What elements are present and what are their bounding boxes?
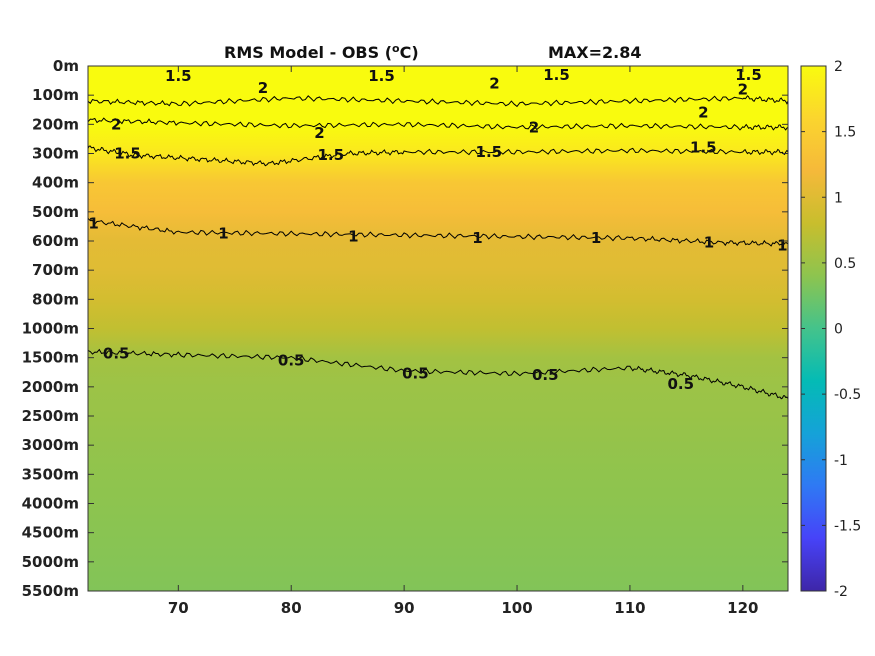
y-axis-ticks: 0m 100m 200m 300m 400m 500m 600m 700m 800m 1000m 1… bbox=[22, 57, 788, 600]
y-tick-label: 2500m bbox=[22, 407, 79, 425]
y-tick-label: 200m bbox=[32, 115, 79, 133]
colorbar-tick-label: 1.5 bbox=[834, 125, 856, 141]
contour-label: 1 bbox=[777, 236, 787, 254]
x-tick-label: 90 bbox=[394, 599, 415, 617]
title-unit: C) bbox=[400, 43, 419, 62]
contour-line-0-5 bbox=[87, 348, 789, 400]
contour-labels: 1.5 1.5 1.5 1.52 2 22 2 221.5 1.5 1.5 1.511 1 1 1 1 10.… bbox=[88, 66, 787, 393]
y-tick-label: 1500m bbox=[22, 349, 79, 367]
colorbar-tick-label: -1.5 bbox=[834, 518, 861, 534]
y-tick-label: 600m bbox=[32, 232, 79, 250]
y-tick-label: 4500m bbox=[22, 524, 79, 542]
y-tick-label: 3500m bbox=[22, 465, 79, 483]
contour-label: 0.5 bbox=[278, 352, 305, 370]
contour-label: 2 bbox=[489, 75, 499, 93]
y-tick-label: 400m bbox=[32, 174, 79, 192]
contour-label: 1 bbox=[88, 215, 98, 233]
contour-label: 1 bbox=[704, 233, 714, 251]
contour-label: 1 bbox=[218, 225, 228, 243]
colorbar bbox=[800, 65, 827, 592]
y-tick-label: 4000m bbox=[22, 495, 79, 513]
x-tick-label: 120 bbox=[727, 599, 758, 617]
colorbar-ticks: 2 1.5 1 0.5 0 -0.5 -1 -1.5 -2 bbox=[801, 59, 861, 600]
colorbar-tick-label: 0.5 bbox=[834, 256, 856, 272]
y-tick-label: 800m bbox=[32, 290, 79, 308]
contour-label: 0.5 bbox=[667, 375, 694, 393]
contour-label: 2 bbox=[314, 124, 324, 142]
y-tick-label: 5500m bbox=[22, 582, 79, 600]
x-axis-ticks: 70 80 90 100 110 120 bbox=[168, 66, 758, 617]
colorbar-tick-label: -1 bbox=[834, 453, 848, 469]
contour-line-1 bbox=[87, 217, 789, 247]
x-tick-label: 110 bbox=[614, 599, 645, 617]
contour-label: 0.5 bbox=[402, 365, 429, 383]
contour-label: 2 bbox=[111, 115, 121, 133]
contour-label: 1.5 bbox=[690, 139, 717, 157]
x-tick-label: 100 bbox=[501, 599, 532, 617]
y-tick-label: 2000m bbox=[22, 378, 79, 396]
colorbar-tick-label: -0.5 bbox=[834, 387, 861, 403]
x-tick-label: 70 bbox=[168, 599, 189, 617]
max-label: MAX=2.84 bbox=[548, 43, 642, 62]
y-tick-label: 100m bbox=[32, 86, 79, 104]
contour-line-2 bbox=[87, 117, 789, 131]
colorbar-tick-label: 1 bbox=[834, 190, 843, 206]
y-tick-label: 500m bbox=[32, 203, 79, 221]
contour-lines bbox=[87, 95, 789, 400]
heatmap-field bbox=[88, 66, 788, 591]
contour-label: 1.5 bbox=[735, 66, 762, 84]
degree-superscript: o bbox=[392, 42, 400, 55]
colorbar-tick-label: 0 bbox=[834, 322, 843, 338]
y-tick-label: 1000m bbox=[22, 320, 79, 338]
contour-label: 1.5 bbox=[114, 145, 141, 163]
y-tick-label: 5000m bbox=[22, 553, 79, 571]
contour-label: 2 bbox=[698, 104, 708, 122]
y-tick-label: 300m bbox=[32, 145, 79, 163]
contour-label: 2 bbox=[738, 80, 748, 98]
y-tick-label: 0m bbox=[53, 57, 79, 75]
contour-label: 0.5 bbox=[103, 344, 130, 362]
y-tick-label: 3000m bbox=[22, 436, 79, 454]
contour-label: 2 bbox=[258, 79, 268, 97]
contour-label: 1.5 bbox=[165, 67, 192, 85]
y-tick-label: 700m bbox=[32, 261, 79, 279]
contour-line-1-5 bbox=[87, 145, 789, 167]
contour-label: 1 bbox=[348, 228, 358, 246]
colorbar-tick-label: -2 bbox=[834, 584, 848, 600]
contour-label: 1 bbox=[591, 229, 601, 247]
contour-label: 1.5 bbox=[476, 143, 503, 161]
contour-label: 1.5 bbox=[317, 146, 344, 164]
chart-title: RMS Model - OBS (oC) bbox=[224, 42, 419, 62]
contour-line-2 bbox=[87, 95, 789, 108]
contour-label: 2 bbox=[529, 118, 539, 136]
x-tick-label: 80 bbox=[281, 599, 302, 617]
contour-label: 1.5 bbox=[368, 67, 395, 85]
colorbar-tick-label: 2 bbox=[834, 59, 843, 75]
contour-label: 1.5 bbox=[543, 66, 570, 84]
contour-label: 0.5 bbox=[532, 366, 559, 384]
contour-label: 1 bbox=[472, 229, 482, 247]
